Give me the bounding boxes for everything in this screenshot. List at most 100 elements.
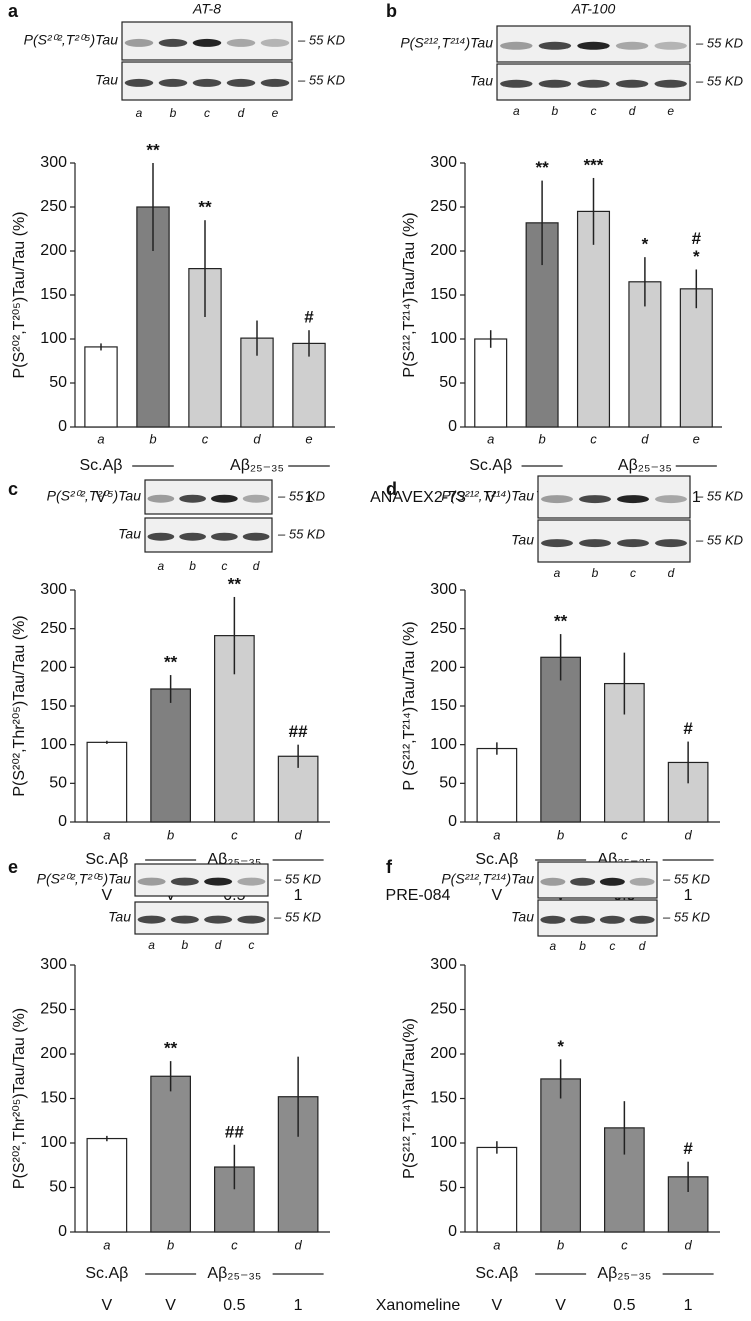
blot-band: [137, 915, 166, 924]
y-tick-label: 250: [430, 198, 457, 215]
significance-label: ##: [225, 1122, 244, 1141]
blot-band: [158, 38, 188, 47]
panel-letter: d: [386, 479, 397, 499]
blot-band: [170, 915, 199, 924]
y-tick-label: 0: [448, 1223, 457, 1240]
x-tick-label: b: [149, 431, 156, 446]
bar: [576, 210, 611, 428]
blot-row-label: P(S²⁰²,T²⁰⁵)Tau: [47, 488, 142, 504]
x-tick-label: c: [621, 827, 628, 842]
blot-marker: – 55 KD: [277, 526, 325, 541]
blot-band: [579, 495, 611, 504]
lane-label: c: [630, 566, 636, 580]
bar: [476, 747, 518, 823]
lane-label: b: [182, 938, 189, 952]
bar: [150, 688, 191, 823]
blot-band: [204, 877, 233, 886]
blot-marker: – 55 KD: [297, 72, 345, 87]
blot-band: [629, 915, 655, 924]
y-tick-label: 300: [430, 581, 457, 598]
x-tick-label: d: [685, 1237, 693, 1252]
blot-band: [599, 877, 625, 886]
treatment-label: Aβ₂₅₋₃₅: [207, 1265, 261, 1282]
y-tick-label: 0: [58, 813, 67, 830]
blot-band: [192, 38, 222, 47]
x-tick-label: a: [493, 827, 500, 842]
blot-title: AT-8: [192, 1, 221, 17]
significance-label: #: [683, 719, 693, 738]
blot-row-label: Tau: [511, 532, 534, 548]
control-label: Sc.Aβ: [80, 457, 123, 474]
y-tick-label: 50: [439, 1179, 457, 1196]
significance-label: **: [535, 158, 549, 177]
control-label: Sc.Aβ: [85, 851, 128, 868]
significance-label: **: [554, 612, 568, 631]
significance-label: ***: [584, 155, 604, 174]
x-tick-label: a: [487, 431, 494, 446]
y-tick-label: 250: [40, 620, 67, 637]
blot-row-label: Tau: [95, 72, 118, 88]
y-tick-label: 300: [40, 581, 67, 598]
y-axis-label: P(S²¹²,T²¹⁴)Tau/Tau(%): [401, 1018, 418, 1179]
x-tick-label: c: [621, 1237, 628, 1252]
blot-marker: – 55 KD: [662, 871, 710, 886]
blot-band: [211, 532, 238, 541]
x-tick-label: b: [167, 827, 174, 842]
dose-label: 0.5: [223, 1297, 245, 1314]
significance-label: #: [692, 229, 702, 248]
control-label: Sc.Aβ: [85, 1265, 128, 1282]
lane-label: c: [609, 939, 615, 953]
significance-label: **: [228, 574, 242, 593]
blot-row-label: Tau: [108, 909, 131, 925]
lane-label: b: [592, 566, 599, 580]
lane-label: c: [221, 559, 227, 573]
y-tick-label: 50: [49, 775, 67, 792]
control-label: Sc.Aβ: [469, 457, 512, 474]
y-tick-label: 300: [430, 154, 457, 171]
y-tick-label: 300: [40, 154, 67, 171]
x-tick-label: c: [590, 431, 597, 446]
blot-band: [226, 38, 256, 47]
blot-band: [260, 38, 290, 47]
blot-band: [617, 539, 649, 548]
bar: [86, 741, 128, 823]
lane-label: b: [189, 559, 196, 573]
bar: [84, 346, 118, 428]
lane-label: d: [253, 559, 260, 573]
significance-label: **: [146, 140, 160, 159]
y-tick-label: 250: [40, 1001, 67, 1018]
y-tick-label: 50: [49, 1179, 67, 1196]
y-tick-label: 50: [439, 374, 457, 391]
x-tick-label: c: [231, 827, 238, 842]
panel-letter: a: [8, 1, 19, 21]
y-tick-label: 300: [430, 956, 457, 973]
y-tick-label: 50: [439, 775, 457, 792]
bar: [86, 1137, 128, 1233]
blot-band: [147, 494, 175, 503]
blot-band: [577, 41, 610, 50]
blot-band: [179, 494, 206, 503]
lane-label: e: [272, 106, 279, 120]
blot-band: [655, 539, 687, 548]
y-tick-label: 150: [430, 697, 457, 714]
blot-band: [654, 79, 687, 88]
lane-label: d: [639, 939, 646, 953]
y-axis-label: P(S²⁰²,T²⁰⁵)Tau/Tau (%): [11, 211, 28, 378]
blot-band: [192, 78, 222, 87]
dose-label: 0.5: [613, 1297, 635, 1314]
y-axis-label: P(S²⁰²,Thr²⁰⁵)Tau/Tau (%): [11, 1008, 28, 1189]
blot-row-label: P(S²⁰²,T²⁰⁵)Tau: [24, 32, 119, 48]
blot-band: [540, 915, 566, 924]
blot-band: [599, 915, 625, 924]
blot-band: [226, 78, 256, 87]
y-tick-label: 100: [430, 330, 457, 347]
x-tick-label: c: [202, 431, 209, 446]
blot-box: [537, 861, 658, 899]
blot-marker: – 55 KD: [695, 73, 743, 88]
blot-band: [124, 38, 154, 47]
bar: [292, 342, 326, 428]
blot-marker: – 55 KD: [273, 909, 321, 924]
y-tick-label: 100: [430, 1134, 457, 1151]
blot-title: AT-100: [571, 1, 616, 17]
blot-band: [237, 877, 266, 886]
